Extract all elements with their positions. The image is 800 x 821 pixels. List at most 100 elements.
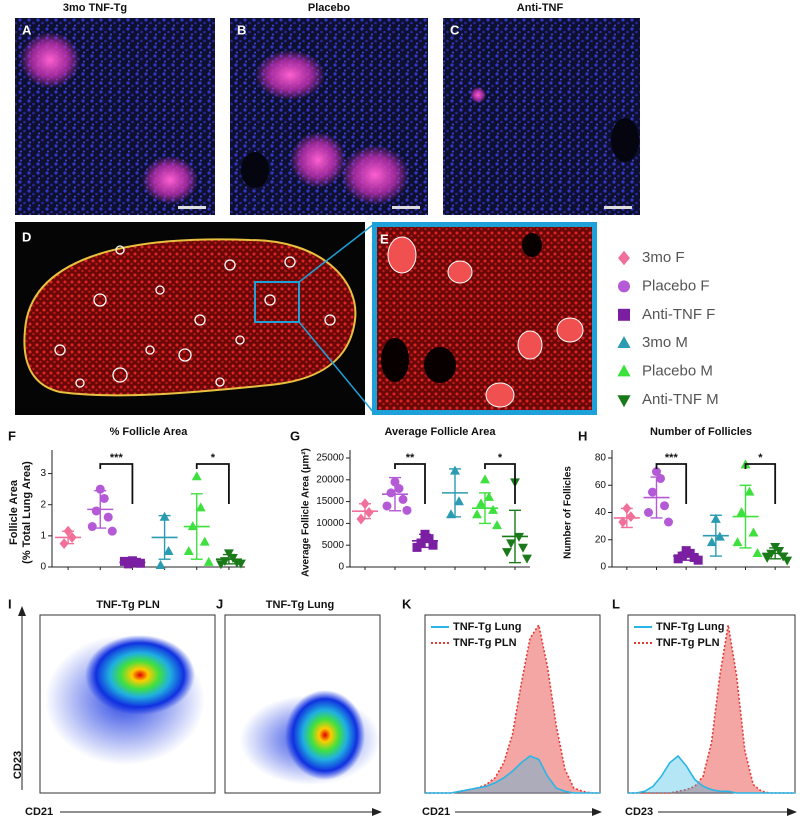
scale-bar: [604, 206, 632, 209]
data-point: [484, 491, 494, 501]
y-tick-label: 2: [40, 499, 46, 510]
follicle: [470, 87, 486, 103]
significance-bracket: [195, 463, 230, 504]
significance-label: ***: [110, 452, 124, 464]
follicle: [142, 156, 198, 204]
scale-bar: [392, 206, 420, 209]
data-point: [673, 554, 683, 564]
data-point: [664, 517, 673, 527]
data-point: [382, 501, 392, 511]
zoom-line: [298, 321, 375, 414]
data-point: [107, 526, 117, 536]
legend-label: Anti-TNF M: [642, 391, 719, 408]
data-point: [732, 537, 743, 547]
legend-marker: [618, 280, 630, 293]
data-point: [424, 534, 434, 544]
data-point: [398, 494, 408, 504]
y-tick-label: 40: [595, 507, 607, 518]
panel-letter: C: [450, 22, 460, 37]
data-point: [235, 559, 246, 569]
significance-label: ***: [665, 452, 679, 464]
legend-label: 3mo M: [642, 334, 688, 351]
histogram-fill: [425, 756, 600, 793]
data-point: [656, 473, 665, 483]
y-tick-label: 0: [40, 562, 46, 573]
data-point: [488, 504, 498, 514]
panel-letter: E: [380, 231, 389, 246]
significance-label: *: [211, 452, 216, 464]
panel-letter: I: [8, 596, 12, 611]
panel-letter: F: [8, 428, 16, 443]
zoom-features: [381, 233, 584, 408]
histogram-line: [425, 755, 600, 794]
panel-letter: G: [290, 428, 300, 443]
y-tick-label: 10000: [316, 518, 344, 529]
legend-marker: [617, 336, 631, 348]
histogram-line: [628, 754, 795, 794]
data-point: [660, 501, 669, 511]
arrow-head: [372, 808, 382, 816]
y-tick-label: 60: [595, 480, 607, 491]
legend-label: Anti-TNF F: [642, 306, 715, 323]
legend-marker: [617, 395, 631, 408]
panel-letter: L: [612, 596, 620, 611]
data-point: [119, 556, 129, 566]
plot-frame: [627, 614, 796, 794]
airway: [241, 152, 269, 188]
legend-marker: [618, 308, 630, 321]
data-point: [183, 546, 194, 556]
data-point: [736, 507, 747, 517]
data-point: [618, 516, 628, 528]
histogram-fill: [425, 625, 600, 793]
significance-bracket: [655, 463, 688, 504]
data-point: [706, 537, 717, 547]
data-point: [693, 555, 703, 565]
histogram-fill: [628, 756, 795, 793]
data-point: [195, 502, 206, 512]
plot-frame: [424, 614, 601, 794]
panel-title: Placebo: [308, 2, 350, 14]
data-point: [774, 547, 785, 557]
legend-label: TNF-Tg PLN: [656, 637, 720, 649]
density: [285, 690, 365, 780]
panel-letter: A: [22, 22, 32, 37]
x-axis-label: CD23: [625, 806, 653, 818]
significance-bracket: [394, 463, 426, 504]
axis-label: CD21: [25, 806, 53, 818]
data-point: [744, 486, 755, 496]
legend-label: 3mo F: [642, 249, 685, 266]
panel-title: Anti-TNF: [517, 2, 564, 14]
data-point: [472, 509, 482, 519]
data-point: [506, 539, 516, 549]
data-point: [199, 536, 210, 546]
panel-letter: B: [237, 22, 246, 37]
data-point: [386, 488, 396, 498]
y-axis-label: (% Total Lung Area): [21, 461, 33, 564]
legend-label: Placebo F: [642, 277, 710, 294]
data-point: [480, 474, 490, 484]
data-point: [87, 522, 97, 532]
flow-panels: I TNF-Tg PLN J TNF-Tg Lung CD23 CD21: [8, 596, 382, 818]
data-point: [502, 548, 512, 558]
y-tick-label: 15000: [316, 496, 344, 507]
data-point: [99, 493, 109, 503]
zoom-box: [254, 281, 300, 323]
follicle: [341, 145, 409, 205]
panel-letter: D: [22, 229, 31, 244]
data-point: [652, 467, 661, 477]
panel-letter: K: [402, 596, 412, 611]
panel-letter: J: [216, 596, 223, 611]
chart-title: Average Follicle Area: [384, 426, 496, 438]
lung-section: [23, 238, 357, 397]
data-point: [522, 554, 532, 564]
density: [85, 635, 195, 715]
data-point: [215, 560, 226, 570]
scale-bar: [178, 206, 206, 209]
y-tick-label: 5000: [322, 540, 345, 551]
legend-label: Placebo M: [642, 363, 713, 380]
follicle: [255, 50, 325, 100]
y-tick-label: 80: [595, 453, 607, 464]
data-point: [782, 556, 793, 566]
y-tick-label: 0: [338, 562, 344, 573]
airway: [611, 118, 639, 162]
